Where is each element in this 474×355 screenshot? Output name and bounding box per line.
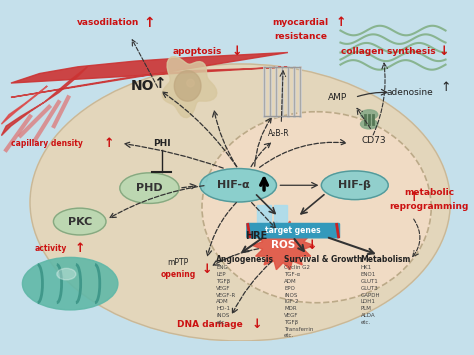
- Polygon shape: [253, 221, 314, 270]
- Text: HIF-β: HIF-β: [338, 180, 371, 190]
- Ellipse shape: [187, 79, 194, 87]
- Text: ↓: ↓: [251, 318, 262, 331]
- Text: activity: activity: [35, 244, 67, 253]
- Text: PHI: PHI: [153, 139, 171, 148]
- Text: HRE: HRE: [245, 231, 267, 241]
- Text: metabolic: metabolic: [404, 189, 455, 197]
- Text: CD73: CD73: [362, 136, 386, 145]
- Text: ↑: ↑: [103, 137, 114, 150]
- Ellipse shape: [361, 110, 378, 119]
- Polygon shape: [1, 67, 87, 136]
- Text: A₂B-R: A₂B-R: [267, 129, 289, 138]
- Bar: [257, 205, 271, 226]
- Text: mPTP: mPTP: [167, 258, 189, 267]
- Text: ↓: ↓: [438, 45, 449, 58]
- Bar: [273, 205, 287, 226]
- Text: PKC: PKC: [68, 217, 92, 226]
- Text: vasodilation: vasodilation: [77, 18, 139, 27]
- Text: ↑: ↑: [335, 16, 346, 29]
- Polygon shape: [11, 53, 288, 97]
- Ellipse shape: [321, 171, 388, 200]
- Ellipse shape: [22, 257, 118, 310]
- Text: ENG
LEP
TGFβ
VEGF
VEGF-R
ADM
HO-1
iNOS
etc.: ENG LEP TGFβ VEGF VEGF-R ADM HO-1 iNOS e…: [216, 266, 237, 325]
- Text: ↑: ↑: [409, 191, 419, 204]
- Text: capillary density: capillary density: [11, 139, 83, 148]
- Ellipse shape: [202, 112, 431, 303]
- Polygon shape: [1, 86, 47, 124]
- FancyBboxPatch shape: [247, 223, 339, 238]
- Text: reprogramming: reprogramming: [390, 202, 469, 211]
- Ellipse shape: [120, 173, 179, 203]
- Text: apoptosis: apoptosis: [173, 47, 222, 56]
- Text: ↓: ↓: [201, 263, 212, 276]
- Text: Survival & Growth: Survival & Growth: [284, 255, 363, 264]
- Ellipse shape: [30, 64, 450, 341]
- Ellipse shape: [361, 119, 378, 129]
- Text: HK1
ENO1
GLUT1
GLUT3
GAPDH
LDH1
PLM
ALDA
etc.: HK1 ENO1 GLUT1 GLUT3 GAPDH LDH1 PLM ALDA…: [361, 266, 380, 325]
- Ellipse shape: [57, 268, 76, 280]
- Text: NO: NO: [131, 79, 155, 93]
- Text: ↓: ↓: [307, 239, 317, 252]
- Text: ↓: ↓: [232, 45, 243, 58]
- Ellipse shape: [54, 208, 106, 235]
- Text: myocardial: myocardial: [272, 18, 328, 27]
- Text: target genes: target genes: [265, 226, 320, 235]
- Text: ↑: ↑: [153, 76, 165, 91]
- Polygon shape: [174, 71, 201, 101]
- Text: resistance: resistance: [274, 32, 327, 41]
- Text: ROS: ROS: [271, 240, 295, 250]
- Text: Cyclin G2
TGF-α
ADM
EPO
iNOS
IGF-2
MDR
VEGF
TGFβ
Transferrin
etc.: Cyclin G2 TGF-α ADM EPO iNOS IGF-2 MDR V…: [284, 266, 313, 339]
- Polygon shape: [162, 56, 217, 118]
- Text: ↑: ↑: [440, 81, 451, 94]
- Text: Metabolism: Metabolism: [361, 255, 411, 264]
- Text: ↑: ↑: [74, 242, 85, 255]
- Text: Angiogenesis: Angiogenesis: [216, 255, 274, 264]
- Text: DNA damage: DNA damage: [177, 320, 243, 329]
- Text: ↑: ↑: [144, 16, 155, 30]
- Text: adenosine: adenosine: [387, 88, 434, 97]
- Text: AMP: AMP: [328, 93, 347, 102]
- Text: collagen synthesis: collagen synthesis: [341, 47, 436, 56]
- Text: opening: opening: [161, 269, 196, 279]
- Ellipse shape: [200, 169, 276, 202]
- Text: PHD: PHD: [136, 183, 163, 193]
- Text: HIF-α: HIF-α: [217, 180, 250, 190]
